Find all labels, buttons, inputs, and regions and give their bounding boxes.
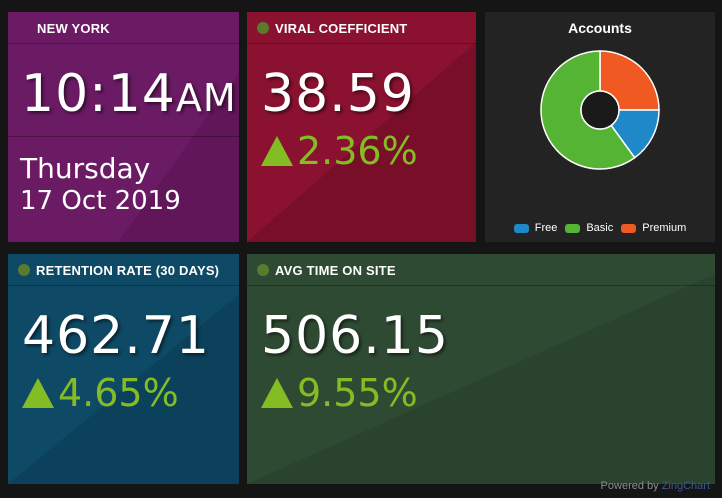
accounts-legend: Free Basic Premium [485,222,715,234]
viral-coefficient-title: VIRAL COEFFICIENT [275,21,408,36]
powered-by-label: Powered by [600,480,659,492]
zingchart-brand-link[interactable]: ZingChart [661,480,710,492]
avg-time-tile-background [247,274,715,484]
retention-rate-title: RETENTION RATE (30 DAYS) [36,263,220,278]
legend-swatch-premium [621,223,637,233]
avg-time-on-site-tile: AVG TIME ON SITE 506.15 ▲ 9.55% [247,254,715,484]
clock-time-value: 10:14 [21,64,176,124]
avg-time-tile-header [247,254,715,286]
retention-rate-delta: ▲ 4.65% [22,374,179,412]
up-arrow-icon [22,378,54,408]
delta-sign: ▲ [22,374,23,375]
city-label: NEW YORK [37,21,110,36]
avg-time-on-site-delta-value: 9.55% [297,371,418,415]
viral-coefficient-value: 38.59 [261,64,415,124]
clock-time: 10:14AM [21,68,237,120]
retention-rate-delta-value: 4.65% [58,371,179,415]
status-dot-icon [257,264,269,276]
clock-divider [8,136,239,137]
avg-time-on-site-value: 506.15 [261,306,449,366]
up-arrow-icon [261,378,293,408]
up-arrow-icon [261,136,293,166]
status-dot-icon [257,22,269,34]
viral-coefficient-tile: VIRAL COEFFICIENT 38.59 ▲ 2.36% [247,12,476,242]
accounts-chart-title: Accounts [568,20,632,36]
clock-tile: NEW YORK 10:14AM Thursday 17 Oct 2019 [8,12,239,242]
viral-tile-background [247,42,476,242]
donut-hole [580,90,620,130]
avg-time-on-site-delta: ▲ 9.55% [261,374,418,412]
accounts-chart-tile: Accounts Free Basic Premium [485,12,715,242]
legend-swatch-basic [565,223,581,233]
legend-item-premium[interactable]: Premium [621,222,686,234]
legend-item-free[interactable]: Free [513,222,558,234]
avg-time-on-site-title: AVG TIME ON SITE [275,263,396,278]
legend-label-basic: Basic [586,222,614,234]
retention-tile-background [8,294,239,484]
clock-tile-header [8,12,239,44]
legend-item-basic[interactable]: Basic [565,222,613,234]
status-dot-icon [18,264,30,276]
legend-label-free: Free [534,222,558,234]
viral-tile-header [247,12,476,44]
clock-tile-background [118,72,239,242]
delta-sign: ▲ [261,132,262,133]
clock-ampm: AM [175,76,237,120]
retention-rate-tile: RETENTION RATE (30 DAYS) 462.71 ▲ 4.65% [8,254,239,484]
legend-label-premium: Premium [642,222,687,234]
clock-weekday: Thursday [20,152,151,185]
delta-sign: ▲ [261,374,262,375]
viral-coefficient-delta: ▲ 2.36% [261,132,418,170]
legend-swatch-free [513,223,529,233]
accounts-donut-chart [540,50,660,170]
clock-date: 17 Oct 2019 [20,186,181,216]
retention-tile-header [8,254,239,286]
viral-coefficient-delta-value: 2.36% [297,129,418,173]
retention-rate-value: 462.71 [22,306,210,366]
powered-by-credit[interactable]: Powered by ZingChart [601,480,710,492]
